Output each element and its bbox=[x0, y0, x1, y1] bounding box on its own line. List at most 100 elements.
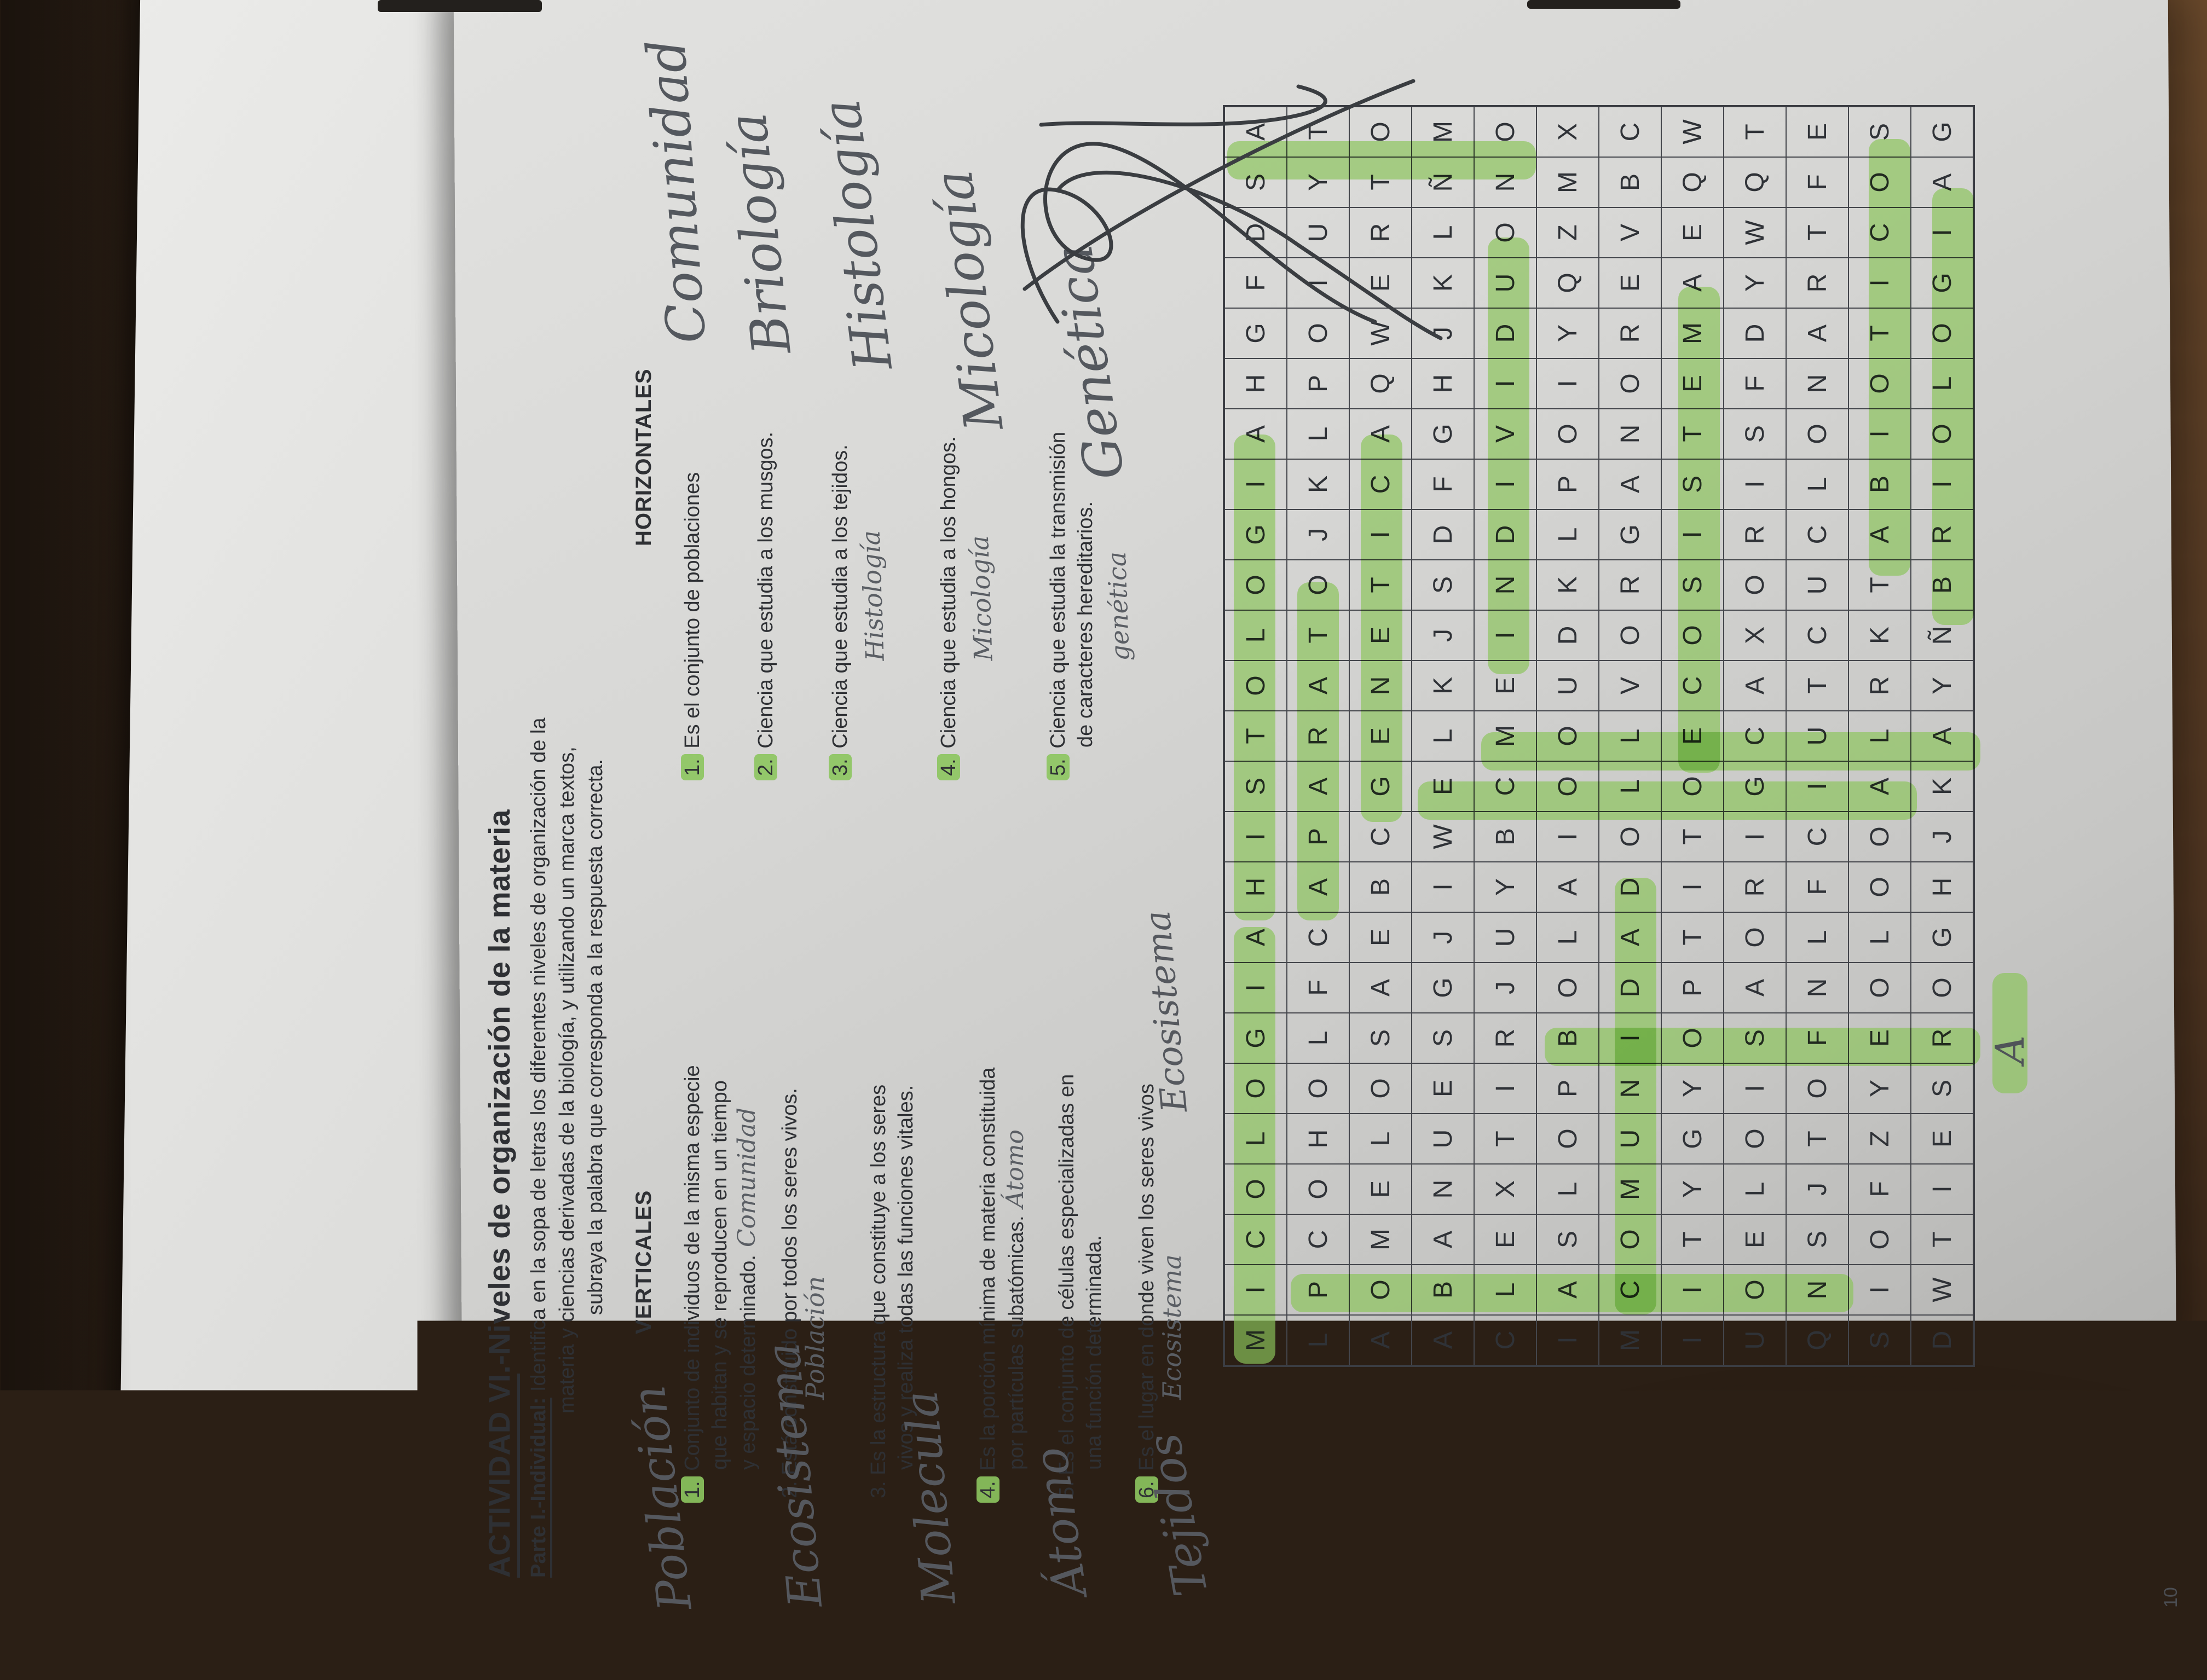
grid-cell: J bbox=[1287, 509, 1349, 560]
grid-cell: G bbox=[1661, 1114, 1724, 1164]
under-sheet bbox=[117, 0, 507, 1671]
grid-cell: E bbox=[1911, 1114, 1974, 1164]
clue-text: Ciencia que estudia a los tejidos. bbox=[829, 444, 852, 754]
grid-cell: E bbox=[1349, 711, 1412, 761]
grid-cell: E bbox=[1474, 1214, 1536, 1265]
clue-text: Es el conjunto de poblaciones bbox=[681, 472, 704, 754]
grid-cell: O bbox=[1911, 308, 1974, 358]
grid-cell: I bbox=[1848, 258, 1911, 308]
grid-cell: L bbox=[1786, 912, 1848, 963]
grid-cell: U bbox=[1786, 560, 1848, 610]
grid-cell: W bbox=[1724, 207, 1786, 258]
grid-cell: E bbox=[1661, 358, 1724, 409]
instructions-line2: materia y ciencias derivadas de la biolo… bbox=[553, 538, 581, 1578]
grid-cell: O bbox=[1848, 862, 1911, 912]
grid-cell: G bbox=[1224, 509, 1287, 560]
binder-edge bbox=[1527, 0, 1680, 9]
grid-row: IITYGYOPTITOECOSISTEMAEQW bbox=[1661, 106, 1724, 1366]
grid-cell: P bbox=[1287, 358, 1349, 409]
grid-cell: I bbox=[1224, 1265, 1287, 1315]
grid-cell: A bbox=[1412, 1315, 1474, 1366]
grid-cell: K bbox=[1536, 560, 1599, 610]
grid-cell: G bbox=[1911, 106, 1974, 157]
grid-cell: A bbox=[1349, 1315, 1412, 1366]
grid-cell: H bbox=[1911, 862, 1974, 912]
handwritten-inline-answer: Átomo bbox=[1001, 1129, 1029, 1215]
grid-cell: O bbox=[1224, 1063, 1287, 1114]
grid-cell: I bbox=[1536, 358, 1599, 409]
grid-cell: A bbox=[1287, 661, 1349, 711]
grid-cell: E bbox=[1412, 1063, 1474, 1114]
grid-cell: Y bbox=[1661, 1063, 1724, 1114]
grid-cell: O bbox=[1474, 106, 1536, 157]
grid-cell: O bbox=[1287, 560, 1349, 610]
grid-cell: R bbox=[1911, 509, 1974, 560]
grid-cell: R bbox=[1848, 661, 1911, 711]
grid-cell: O bbox=[1224, 560, 1287, 610]
grid-cell: A bbox=[1786, 308, 1848, 358]
grid-cell: T bbox=[1661, 1214, 1724, 1265]
grid-cell: D bbox=[1474, 509, 1536, 560]
grid-cell: A bbox=[1224, 912, 1287, 963]
grid-cell: W bbox=[1911, 1265, 1974, 1315]
grid-cell: J bbox=[1412, 610, 1474, 661]
grid-cell: F bbox=[1786, 157, 1848, 207]
grid-cell: L bbox=[1599, 761, 1661, 812]
grid-cell: S bbox=[1412, 560, 1474, 610]
grid-cell: U bbox=[1724, 1315, 1786, 1366]
grid-cell: R bbox=[1911, 1013, 1974, 1063]
grid-cell: E bbox=[1349, 912, 1412, 963]
instructions-lead: Parte I.-Individual: bbox=[527, 1398, 552, 1578]
verticales-item-line: 3. Es la estructura que constituye a los… bbox=[865, 836, 892, 1498]
grid-cell: S bbox=[1786, 1214, 1848, 1265]
grid-cell: I bbox=[1349, 509, 1412, 560]
grid-cell: J bbox=[1786, 1164, 1848, 1214]
verticales-item: 4. Es la porción mínima de materia const… bbox=[974, 836, 1030, 1498]
grid-cell: O bbox=[1724, 912, 1786, 963]
grid-cell: B bbox=[1848, 459, 1911, 509]
grid-cell: I bbox=[1536, 1315, 1599, 1366]
grid-cell: I bbox=[1911, 459, 1974, 509]
grid-cell: O bbox=[1599, 812, 1661, 862]
grid-cell: I bbox=[1848, 1265, 1911, 1315]
grid-cell: T bbox=[1287, 610, 1349, 661]
grid-cell: O bbox=[1349, 1265, 1412, 1315]
grid-cell: Y bbox=[1474, 862, 1536, 912]
clue-number: 4. bbox=[937, 754, 960, 780]
grid-cell: T bbox=[1661, 812, 1724, 862]
grid-row: UOELOISAORIGCAXORISFDYWQT bbox=[1724, 106, 1786, 1366]
grid-cell: S bbox=[1724, 409, 1786, 459]
grid-cell: I bbox=[1786, 761, 1848, 812]
grid-cell: S bbox=[1412, 1013, 1474, 1063]
grid-cell: E bbox=[1474, 661, 1536, 711]
grid-cell: B bbox=[1536, 1013, 1599, 1063]
grid-cell: S bbox=[1349, 1013, 1412, 1063]
grid-cell: L bbox=[1287, 409, 1349, 459]
big-answer: Comunidad bbox=[635, 37, 718, 345]
grid-row: DWTIESROGHJKAYÑBRIOLOGIAG bbox=[1911, 106, 1974, 1366]
grid-cell: C bbox=[1474, 1315, 1536, 1366]
grid-cell: B bbox=[1349, 862, 1412, 912]
grid-cell: J bbox=[1911, 812, 1974, 862]
grid-cell: S bbox=[1848, 1315, 1911, 1366]
page-number: 10 bbox=[2160, 1587, 2182, 1608]
handwritten-tail-letter: A bbox=[1987, 1035, 2033, 1064]
grid-cell: K bbox=[1412, 661, 1474, 711]
grid-cell: U bbox=[1536, 661, 1599, 711]
grid-cell: O bbox=[1287, 1063, 1349, 1114]
grid-cell: A bbox=[1224, 409, 1287, 459]
grid-cell: X bbox=[1536, 106, 1599, 157]
verticales-item: 1. Conjunto de individuos de la misma es… bbox=[679, 836, 762, 1498]
grid-cell: B bbox=[1474, 812, 1536, 862]
grid-cell: I bbox=[1661, 1265, 1724, 1315]
grid-cell: I bbox=[1474, 358, 1536, 409]
grid-cell: P bbox=[1536, 1063, 1599, 1114]
grid-cell: G bbox=[1911, 258, 1974, 308]
grid-cell: A bbox=[1412, 1214, 1474, 1265]
signature-scribble bbox=[992, 70, 1452, 355]
grid-cell: O bbox=[1911, 409, 1974, 459]
horizontales-heading: HORIZONTALES bbox=[632, 368, 656, 546]
grid-cell: I bbox=[1911, 1164, 1974, 1214]
grid-cell: E bbox=[1661, 711, 1724, 761]
grid-cell: O bbox=[1661, 1013, 1724, 1063]
